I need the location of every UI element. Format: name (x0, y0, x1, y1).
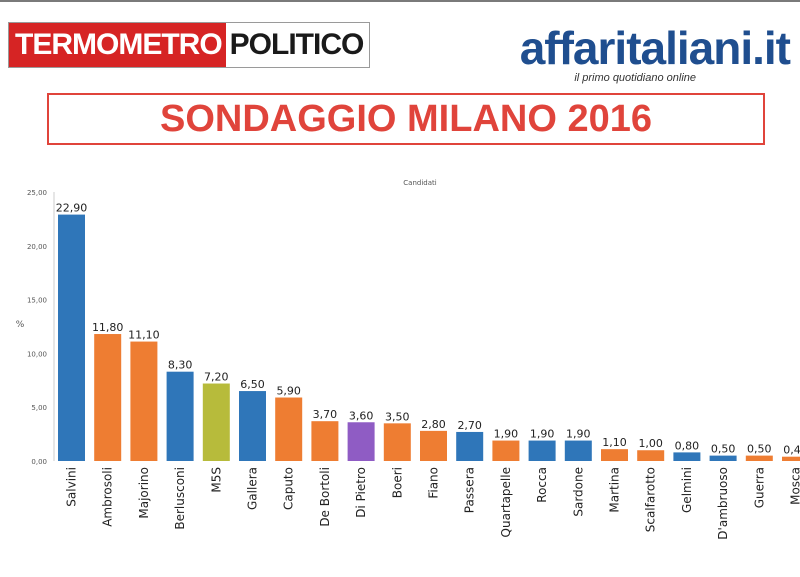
affaritaliani-logo: affaritaliani.it il primo quotidiano onl… (519, 22, 791, 84)
bar (528, 440, 556, 461)
banner-title: SONDAGGIO MILANO 2016 (160, 97, 652, 140)
bar-value-label: 0,50 (711, 443, 736, 456)
x-category-label: Scalfarotto (644, 467, 658, 532)
x-category-label: Sardone (571, 467, 585, 517)
logo-politico-text: POLITICO (225, 23, 370, 67)
bar (673, 452, 701, 461)
bar (420, 430, 447, 461)
y-tick-label: 25,00 (27, 189, 47, 197)
logo-termometro-text: TERMOMETRO (9, 23, 226, 67)
x-category-label: Gallera (246, 467, 260, 510)
x-category-label: Berlusconi (173, 467, 187, 530)
bar-chart: Candidati % 0,00 5,00 10,00 15,00 20,00 25,00… (16, 179, 800, 540)
y-axis-label: % (16, 320, 25, 330)
x-category-label: Caputo (282, 467, 296, 510)
title-banner: SONDAGGIO MILANO 2016 (47, 93, 765, 145)
bar (601, 449, 628, 461)
bar (492, 440, 520, 461)
bar-value-label: 6,50 (240, 378, 265, 391)
bar-value-label: 8,30 (168, 359, 193, 372)
bar (456, 431, 484, 461)
bar (637, 450, 665, 461)
x-category-label: Gelmini (680, 467, 694, 513)
bar-value-label: 1,90 (494, 428, 519, 441)
bar (383, 423, 411, 461)
bar-value-label: 1,10 (602, 436, 627, 449)
bar-value-label: 11,80 (92, 321, 124, 334)
affaritaliani-wordmark: affaritaliani.it (519, 22, 791, 74)
y-tick-label: 10,00 (27, 350, 47, 358)
bar (166, 371, 194, 461)
bar-value-label: 1,00 (638, 437, 663, 450)
bar (94, 334, 122, 461)
bar-value-label: 3,50 (385, 410, 410, 423)
bar (745, 455, 773, 461)
bar-value-label: 1,90 (566, 428, 591, 441)
bar-value-label: 11,10 (128, 329, 160, 342)
bar (782, 456, 800, 461)
bar (239, 391, 266, 461)
x-category-label: Quartapelle (499, 467, 513, 537)
y-tick-label: 20,00 (27, 243, 47, 251)
bar-value-label: 0,40 (783, 444, 800, 457)
bar-value-label: 0,50 (747, 443, 772, 456)
bars-group: 22,90 Salvini 11,80 Ambrosoli 11,10 Majorino 8… (56, 202, 800, 540)
bar-value-label: 0,80 (675, 439, 700, 452)
x-category-label: Rocca (535, 467, 549, 503)
bar (709, 455, 737, 461)
x-category-label: Passera (463, 467, 477, 513)
bar (564, 440, 592, 461)
x-category-label: Fiano (427, 467, 441, 499)
x-category-label: M5S (209, 467, 223, 493)
x-category-label: Ambrosoli (101, 467, 115, 527)
termometro-politico-logo: TERMOMETRO POLITICO (8, 22, 371, 68)
x-category-label: Di Pietro (354, 467, 368, 518)
bar-value-label: 3,60 (349, 409, 374, 422)
y-axis-ticks: 0,00 5,00 10,00 15,00 20,00 25,00 (27, 189, 47, 466)
x-category-label: Salvini (65, 467, 79, 507)
chart-title: Candidati (403, 179, 436, 187)
bar (347, 422, 375, 461)
bar (275, 397, 303, 461)
bar-value-label: 2,80 (421, 418, 446, 431)
bar-value-label: 5,90 (276, 385, 301, 398)
y-tick-label: 5,00 (31, 404, 47, 412)
bar (311, 421, 339, 461)
bar-value-label: 22,90 (56, 202, 88, 215)
bar (130, 341, 158, 461)
bar-value-label: 3,70 (313, 408, 338, 421)
affaritaliani-tagline: il primo quotidiano online (574, 72, 696, 84)
x-category-label: Guerra (752, 467, 766, 508)
bar-value-label: 1,90 (530, 428, 555, 441)
y-tick-label: 0,00 (31, 458, 47, 466)
x-category-label: Martina (608, 467, 622, 513)
x-category-label: Mosca (789, 467, 800, 505)
x-category-label: D'ambruoso (716, 467, 730, 540)
bar-value-label: 2,70 (457, 419, 482, 432)
x-category-label: De Bortoli (318, 467, 332, 527)
top-border-line (0, 0, 800, 2)
bar-value-label: 7,20 (204, 371, 229, 384)
x-category-label: Boeri (390, 467, 404, 498)
bar (202, 383, 230, 461)
x-category-label: Majorino (137, 467, 151, 519)
y-tick-label: 15,00 (27, 297, 47, 305)
bar (58, 214, 85, 461)
